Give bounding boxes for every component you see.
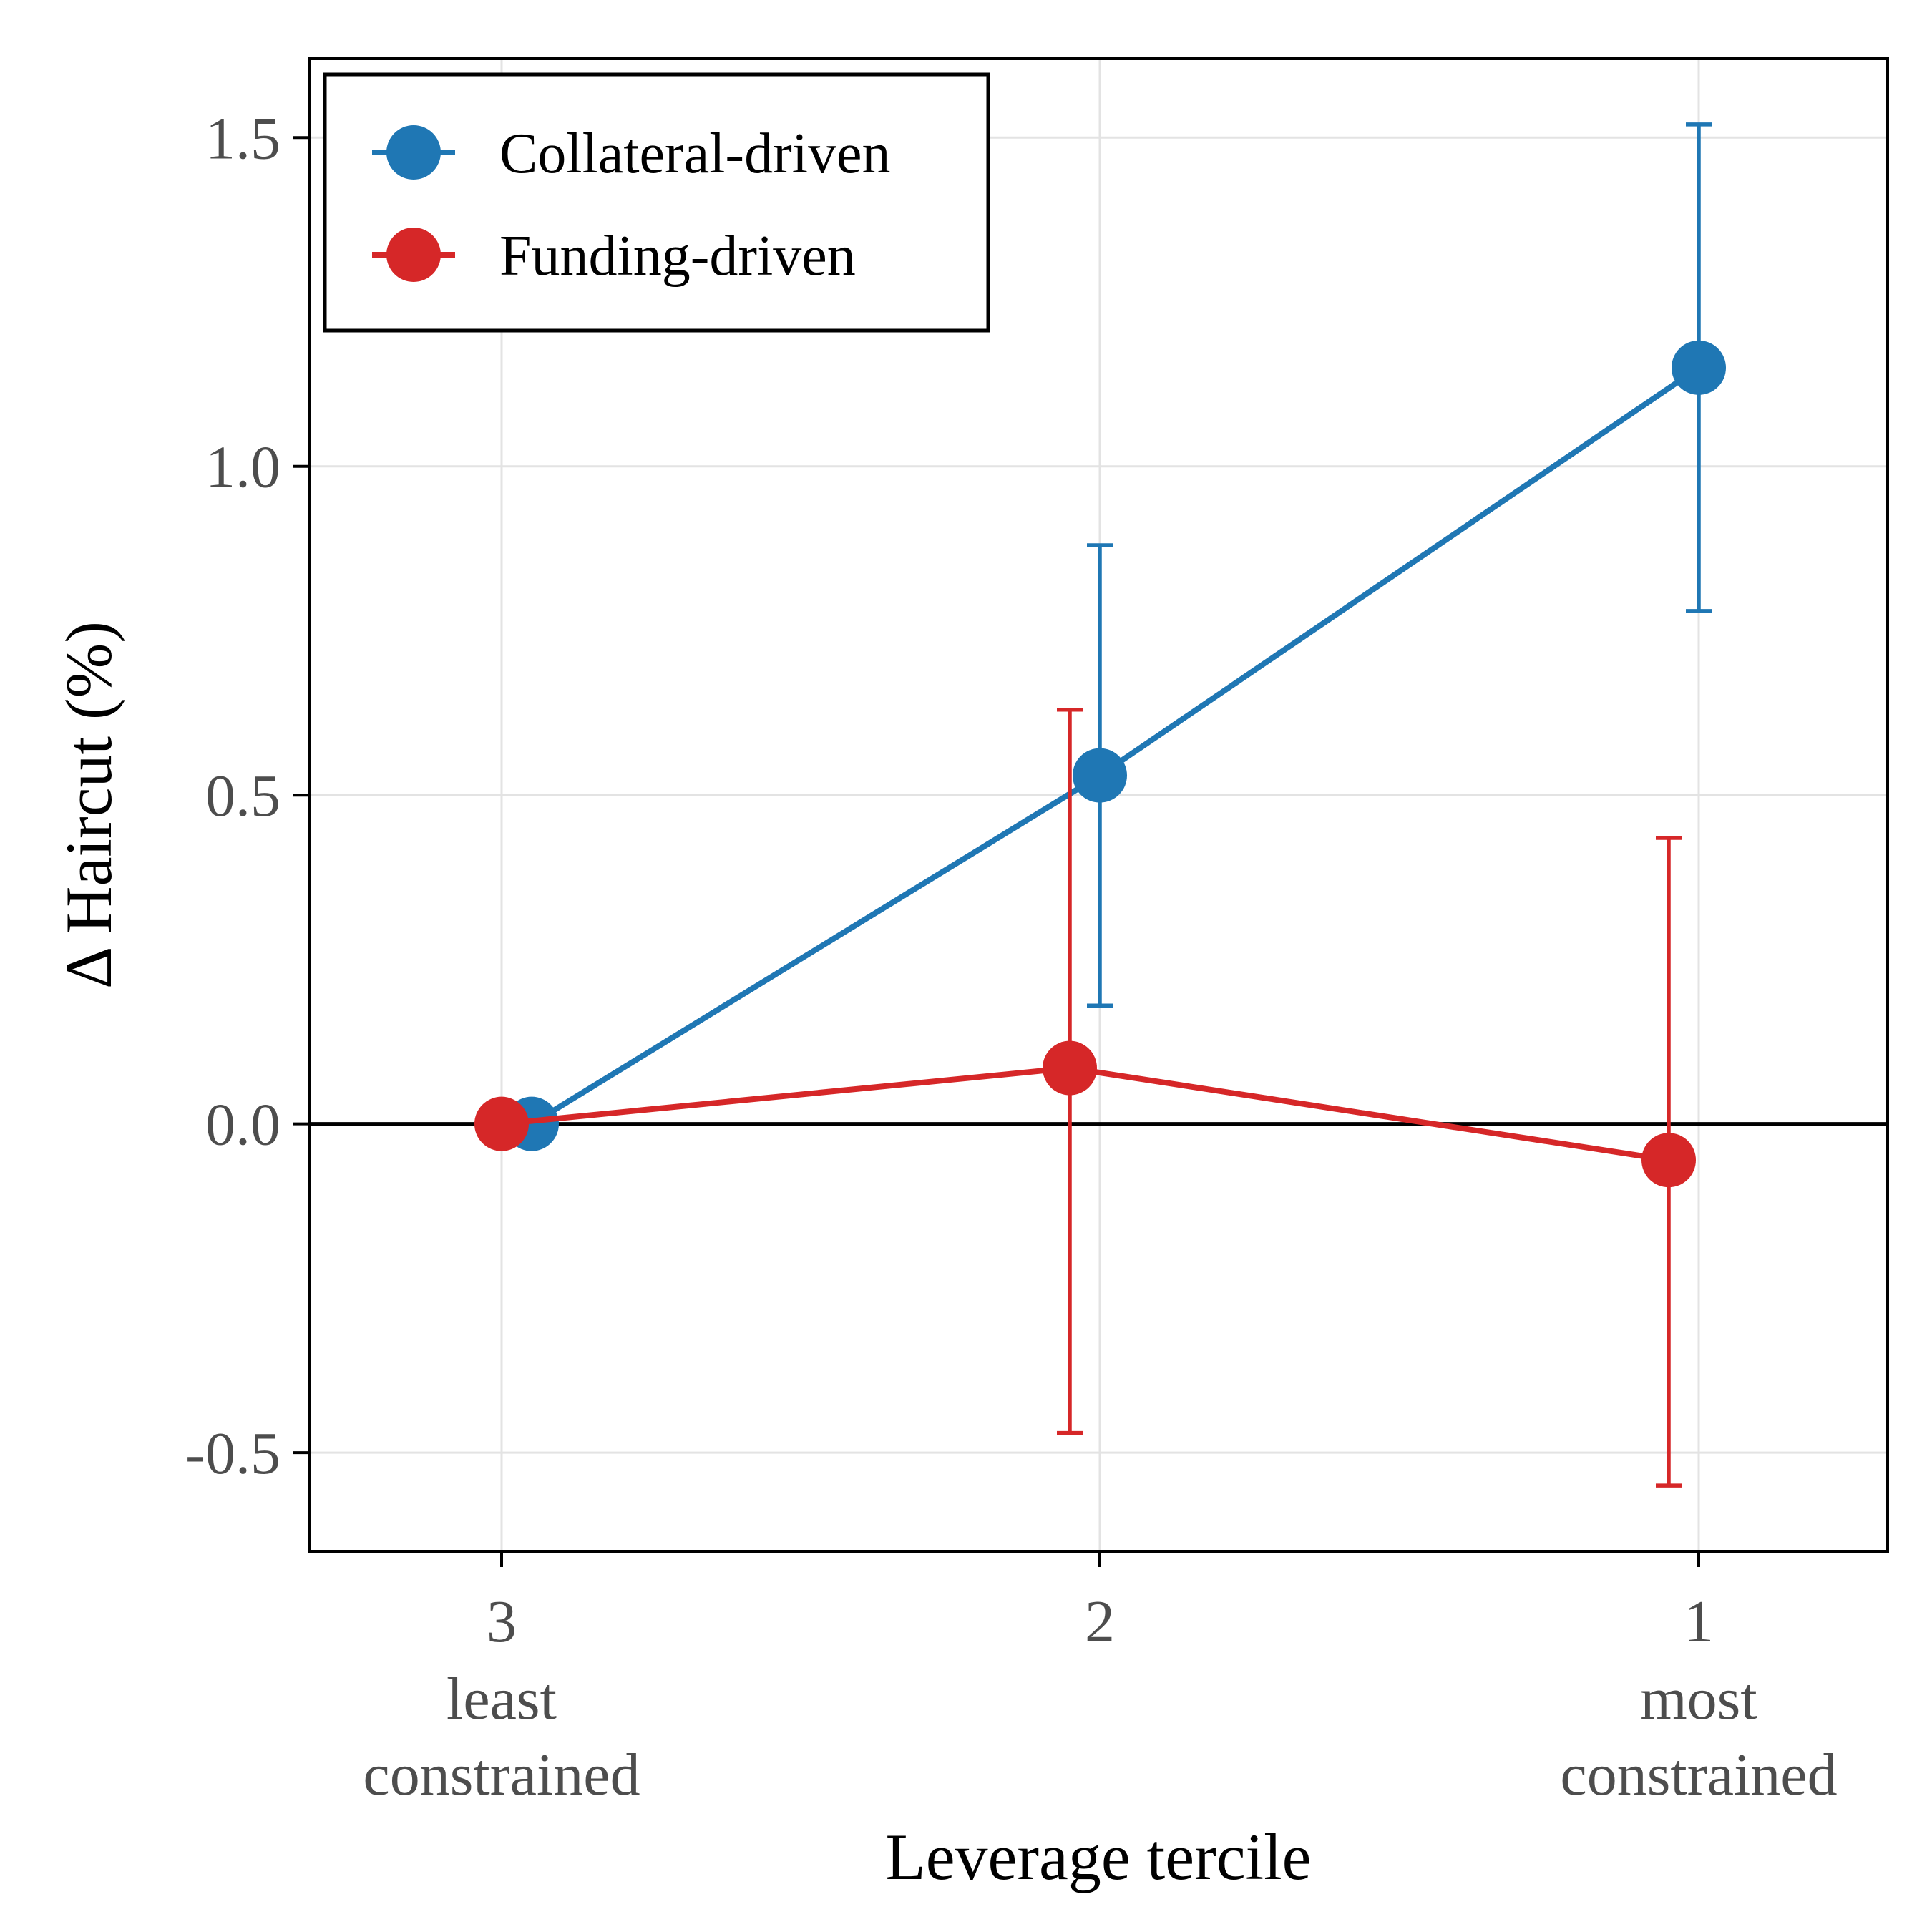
y-tick-label: 1.0 [205,434,280,501]
y-tick-label: 1.5 [205,105,280,172]
x-tick-sublabel: most [1640,1666,1757,1732]
x-tick-sublabel: constrained [1560,1742,1837,1808]
legend-label: Collateral-driven [499,122,890,185]
axes: -0.5 0.0 0.5 1.0 1.5 3 least constrained 2 1 most c… [185,105,1838,1808]
data-point [474,1096,529,1151]
y-tick-label: 0.5 [205,763,280,829]
data-point [1641,1133,1696,1188]
legend-swatch-marker [386,125,441,180]
data-point [1672,340,1726,395]
legend-box [323,72,990,333]
x-tick-label: 2 [1085,1589,1115,1655]
x-tick-sublabel: constrained [363,1742,640,1808]
x-tick-sublabel: least [447,1666,557,1732]
data-point [1073,748,1127,803]
x-axis-title: Leverage tercile [886,1820,1312,1893]
y-axis-title: Δ Haircut (%) [52,621,125,989]
series-layer [474,122,1726,1488]
y-tick-label: 0.0 [205,1092,280,1158]
x-tick-label: 3 [487,1589,517,1655]
series-funding-driven [474,708,1696,1488]
x-tick-label: 1 [1684,1589,1714,1655]
legend-label: Funding-driven [499,225,856,288]
legend-swatch-marker [386,228,441,282]
legend: Collateral-driven Funding-driven [323,72,990,333]
y-tick-label: -0.5 [185,1420,280,1487]
data-point [1043,1040,1097,1096]
